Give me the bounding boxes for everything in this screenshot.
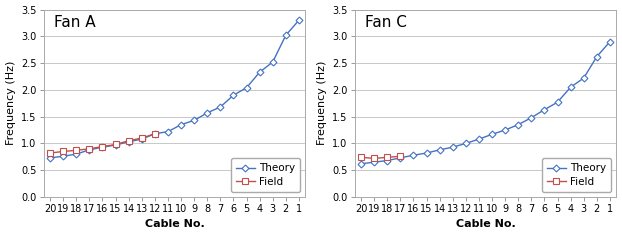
Theory bbox=[216, 106, 224, 108]
Theory bbox=[371, 161, 378, 164]
Theory bbox=[164, 130, 172, 133]
Theory bbox=[269, 61, 276, 63]
Theory bbox=[177, 123, 185, 126]
Text: Fan C: Fan C bbox=[365, 15, 407, 30]
Y-axis label: Frequency (Hz): Frequency (Hz) bbox=[6, 61, 16, 145]
Field bbox=[125, 139, 132, 142]
Theory bbox=[514, 123, 522, 126]
Field bbox=[151, 132, 159, 135]
Field bbox=[73, 149, 80, 152]
Field bbox=[358, 156, 365, 159]
Theory bbox=[423, 152, 430, 154]
Theory bbox=[256, 71, 263, 74]
Theory bbox=[99, 146, 106, 149]
Theory bbox=[397, 157, 404, 159]
Theory bbox=[541, 108, 548, 111]
Theory bbox=[190, 119, 198, 122]
Line: Theory: Theory bbox=[48, 18, 301, 160]
Line: Field: Field bbox=[47, 131, 157, 156]
Theory bbox=[125, 140, 132, 143]
Theory bbox=[527, 116, 535, 119]
Theory bbox=[410, 154, 417, 157]
Field bbox=[60, 150, 67, 153]
Theory bbox=[138, 138, 146, 141]
Field bbox=[138, 137, 146, 139]
Field bbox=[99, 145, 106, 148]
Field bbox=[47, 152, 54, 154]
Theory bbox=[449, 146, 457, 149]
Theory bbox=[567, 86, 574, 89]
Theory bbox=[462, 142, 470, 145]
Field bbox=[86, 147, 93, 150]
Field bbox=[371, 157, 378, 160]
Line: Theory: Theory bbox=[359, 39, 612, 166]
Theory bbox=[593, 55, 600, 58]
Theory bbox=[501, 129, 509, 131]
Text: Fan A: Fan A bbox=[54, 15, 96, 30]
Theory bbox=[230, 94, 237, 97]
Y-axis label: Frequency (Hz): Frequency (Hz) bbox=[317, 61, 327, 145]
Line: Field: Field bbox=[358, 153, 403, 161]
Theory bbox=[47, 157, 54, 159]
Theory bbox=[86, 149, 93, 151]
Theory bbox=[488, 133, 496, 136]
X-axis label: Cable No.: Cable No. bbox=[145, 219, 205, 229]
Theory bbox=[606, 40, 614, 43]
Theory bbox=[60, 155, 67, 158]
Theory bbox=[384, 159, 391, 162]
Legend: Theory, Field: Theory, Field bbox=[231, 158, 300, 192]
Theory bbox=[243, 86, 250, 89]
Theory bbox=[554, 101, 561, 104]
Field bbox=[112, 143, 119, 146]
Field bbox=[397, 155, 404, 158]
Theory bbox=[295, 19, 303, 22]
Theory bbox=[580, 77, 587, 79]
Theory bbox=[112, 144, 119, 146]
Theory bbox=[203, 111, 211, 114]
X-axis label: Cable No.: Cable No. bbox=[456, 219, 516, 229]
Theory bbox=[436, 149, 443, 151]
Theory bbox=[282, 34, 289, 37]
Field bbox=[384, 156, 391, 159]
Legend: Theory, Field: Theory, Field bbox=[542, 158, 611, 192]
Theory bbox=[151, 132, 159, 135]
Theory bbox=[358, 162, 365, 165]
Theory bbox=[475, 138, 483, 141]
Theory bbox=[73, 153, 80, 156]
